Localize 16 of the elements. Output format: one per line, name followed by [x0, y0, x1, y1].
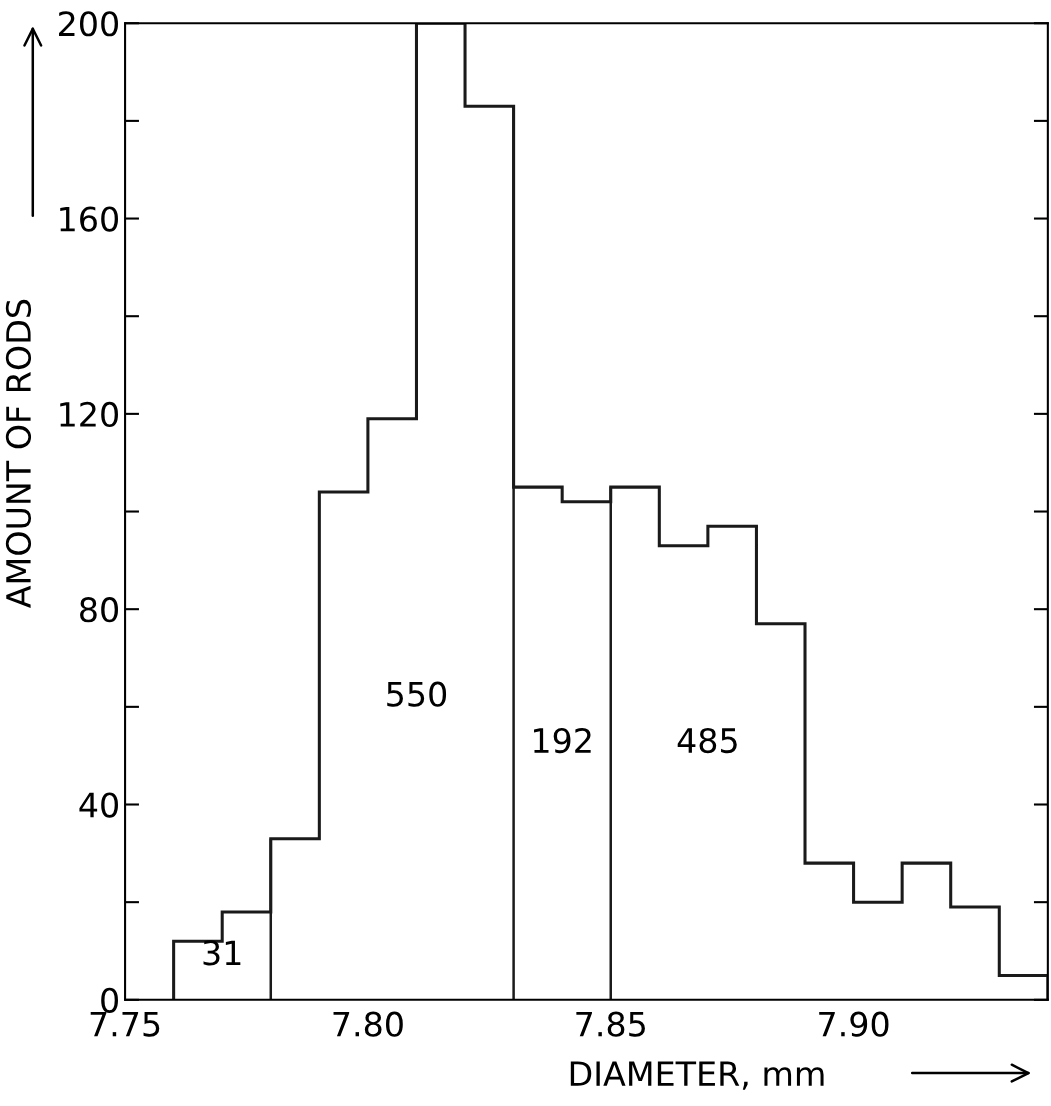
annotation: 192 — [534, 727, 591, 754]
x-tick-label: 7.85 — [576, 1011, 645, 1037]
annotation: 550 — [387, 681, 447, 707]
y-tick-label: 120 — [60, 401, 118, 427]
y-tick-label: 200 — [59, 11, 118, 37]
y-tick-label: 80 — [80, 597, 118, 623]
x-axis-title: DIAMETER, mm — [570, 1061, 824, 1090]
y-axis-title: AMOUNT OF RODS — [5, 299, 32, 609]
x-tick-label: 7.90 — [819, 1011, 889, 1037]
y-tick-label: 0 — [101, 987, 118, 1013]
x-tick-label: 7.75 — [90, 1011, 160, 1037]
x-tick-label: 7.80 — [333, 1011, 403, 1037]
annotation: 485 — [677, 727, 737, 754]
y-tick-label: 40 — [79, 792, 118, 818]
y-tick-label: 160 — [60, 206, 118, 232]
annotation: 31 — [203, 940, 241, 966]
